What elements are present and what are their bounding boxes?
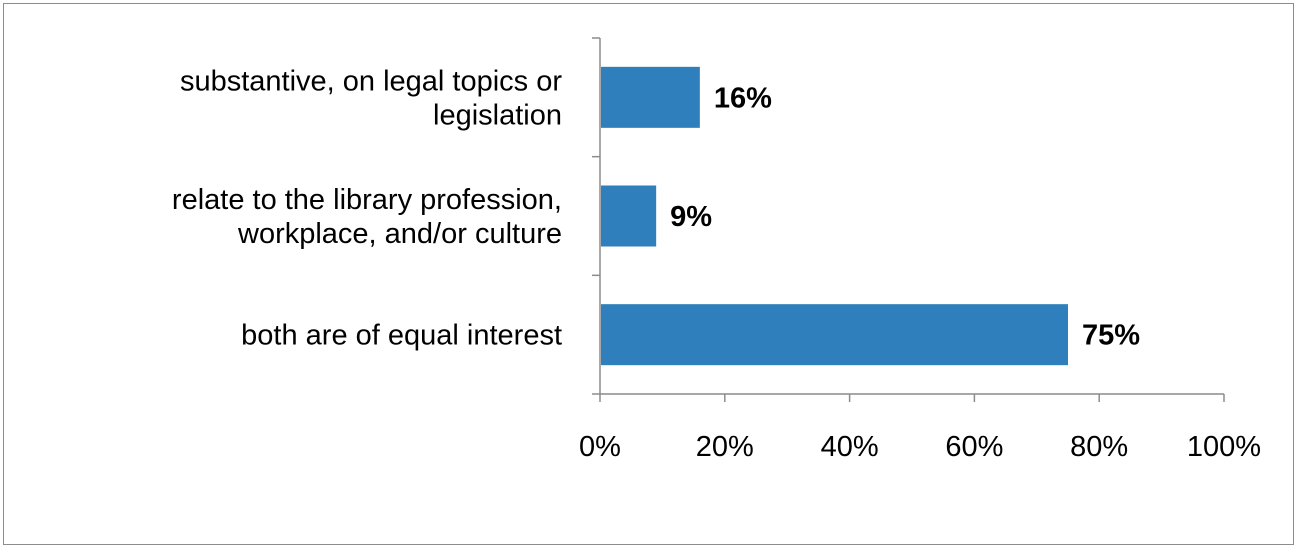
x-tick-label: 20% — [696, 431, 754, 463]
x-tick-labels: 0% 20% 40% 60% 80% 100% — [579, 431, 1261, 463]
data-labels: 16% 9% 75% — [670, 82, 1140, 351]
axes — [592, 37, 1225, 402]
bar — [601, 304, 1068, 366]
bar — [601, 66, 700, 128]
x-tick-label: 0% — [579, 431, 621, 463]
x-tick-label: 40% — [821, 431, 879, 463]
data-label: 16% — [714, 82, 772, 114]
bars — [601, 66, 1068, 366]
x-tick-label: 60% — [945, 431, 1003, 463]
category-label: both are of equal interest — [241, 320, 562, 352]
category-label: relate to the library profession, — [172, 184, 562, 216]
x-tick-label: 100% — [1187, 431, 1261, 463]
x-tick-label: 80% — [1070, 431, 1128, 463]
category-label: workplace, and/or culture — [237, 218, 562, 250]
data-label: 75% — [1082, 320, 1140, 352]
category-label: substantive, on legal topics or — [180, 65, 562, 97]
data-label: 9% — [670, 201, 712, 233]
bar — [601, 185, 657, 247]
category-labels: substantive, on legal topics orlegislati… — [172, 65, 562, 351]
category-label: legislation — [433, 99, 562, 131]
